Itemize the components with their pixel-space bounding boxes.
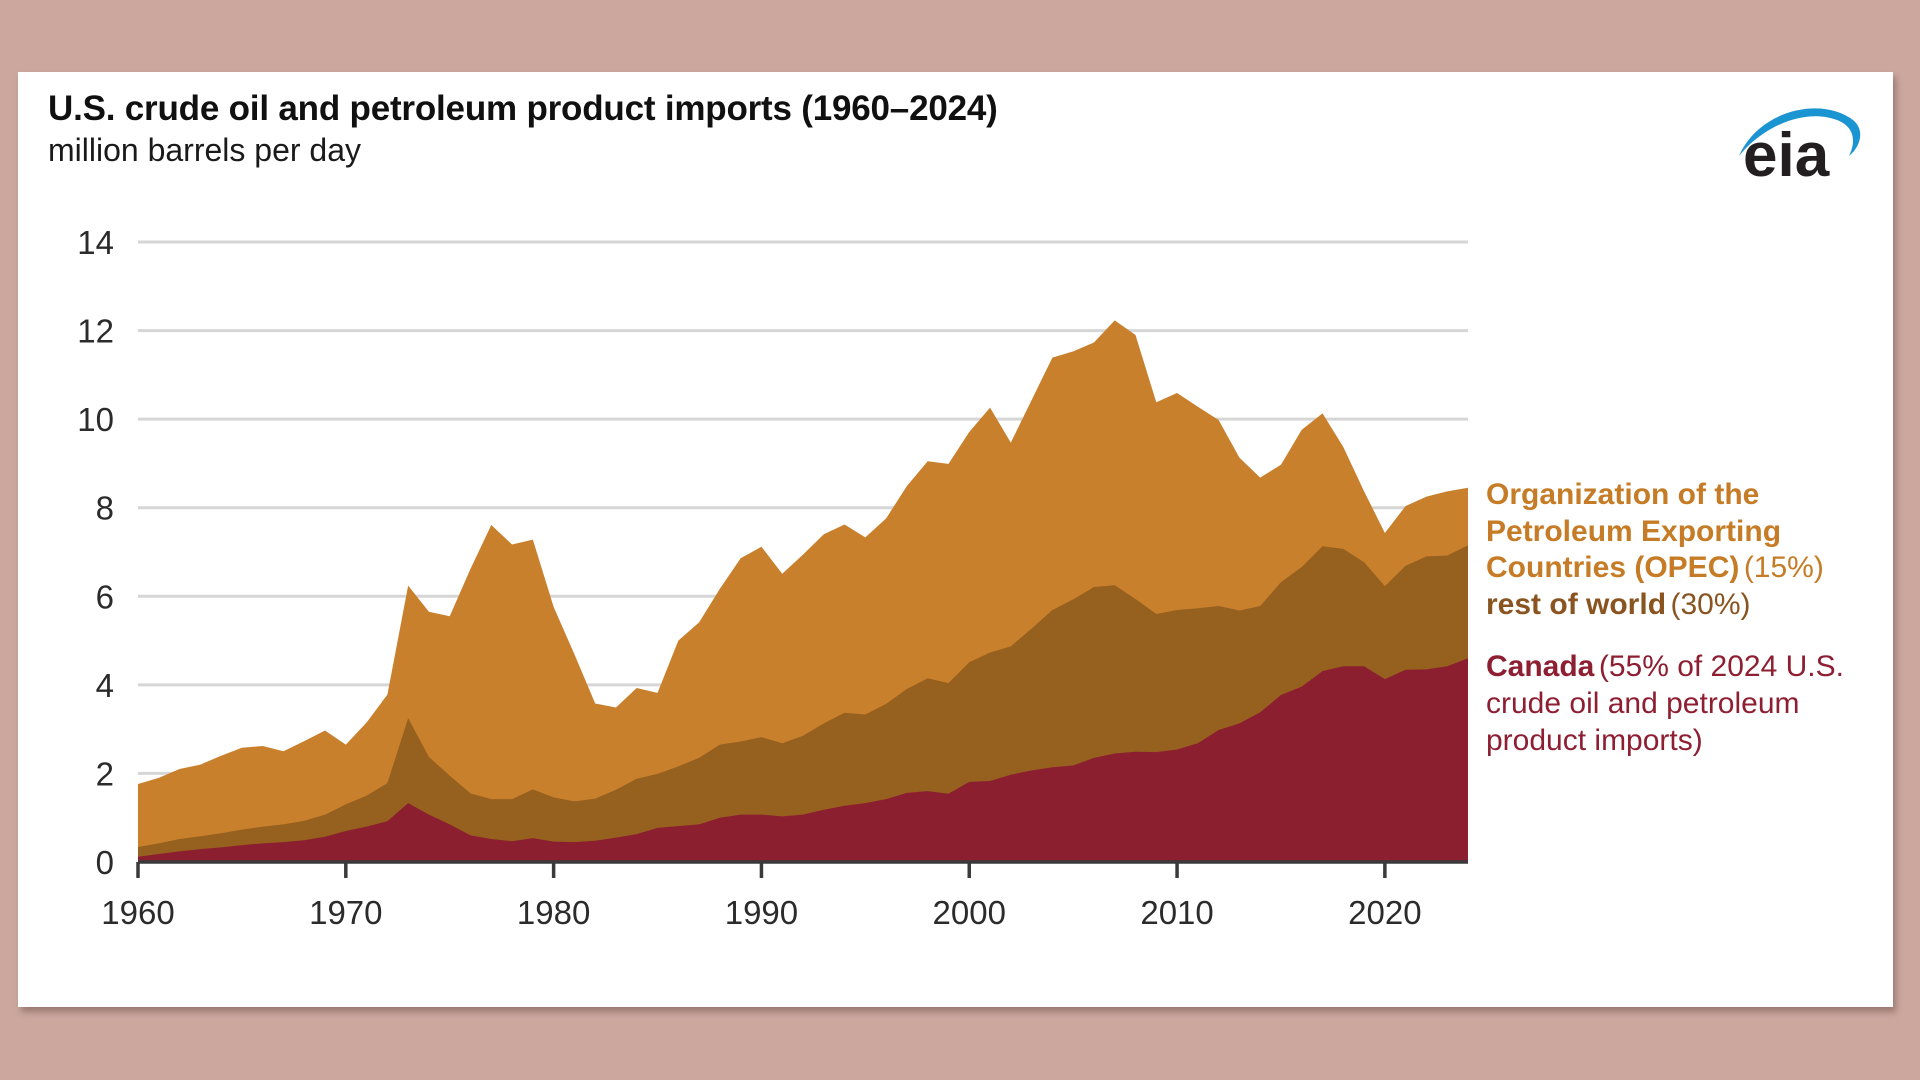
svg-text:eia: eia — [1743, 121, 1830, 179]
x-axis-tick-label: 1960 — [101, 894, 174, 931]
eia-logo: eia — [1725, 84, 1865, 190]
legend-item-rest-of-world: rest of world (30%) — [1486, 587, 1886, 624]
title-block: U.S. crude oil and petroleum product imp… — [48, 90, 998, 169]
area-series — [138, 658, 1468, 862]
x-axis-tick-label: 2000 — [933, 894, 1006, 931]
legend-label-canada: Canada — [1486, 650, 1595, 684]
chart-subtitle: million barrels per day — [48, 131, 362, 168]
legend-pct-opec: (15%) — [1743, 551, 1824, 585]
plot-area: 1960 1970 1980 1990 2000 2010 2020 0 2 4 6 8 10 12 14 — [18, 182, 1893, 982]
chart-panel: U.S. crude oil and petroleum product imp… — [18, 72, 1893, 1007]
eia-logo-icon: eia — [1739, 108, 1861, 190]
x-axis-tick-label: 1990 — [725, 894, 798, 931]
page-title: U.S. crude oil and petroleum product imp… — [48, 89, 998, 128]
legend-item-canada: Canada (55% of 2024 U.S. crude oil and p… — [1486, 649, 1886, 759]
legend-label-rest-of-world: rest of world — [1486, 587, 1667, 621]
y-axis-tick-label: 10 — [77, 401, 114, 438]
y-axis-tick-label: 8 — [96, 490, 114, 527]
x-axis-tick-label: 1980 — [517, 894, 590, 931]
stacked-area-chart: 1960 1970 1980 1990 2000 2010 2020 0 2 4 6 8 10 12 14 — [77, 224, 1468, 931]
x-axis-tick-label: 2020 — [1348, 894, 1421, 931]
y-axis-tick-label: 12 — [77, 313, 114, 350]
legend-pct-canada: (55% of 2024 U.S. crude oil and petroleu… — [1486, 650, 1844, 757]
y-axis-tick-label: 6 — [96, 578, 114, 615]
legend-item-opec: Organization of the Petroleum Exporting … — [1486, 477, 1886, 587]
x-axis-tick-label: 2010 — [1140, 894, 1213, 931]
y-axis-tick-label: 2 — [96, 755, 114, 792]
y-axis-tick-label: 14 — [77, 224, 114, 261]
y-axis-tick-label: 0 — [96, 844, 114, 881]
x-axis-tick-label: 1970 — [309, 894, 382, 931]
legend-pct-rest-of-world: (30%) — [1670, 587, 1751, 621]
legend-label-opec: Organization of the Petroleum Exporting … — [1486, 478, 1782, 585]
y-axis-tick-label: 4 — [96, 667, 114, 704]
chart-legend: Organization of the Petroleum Exporting … — [1486, 477, 1886, 759]
